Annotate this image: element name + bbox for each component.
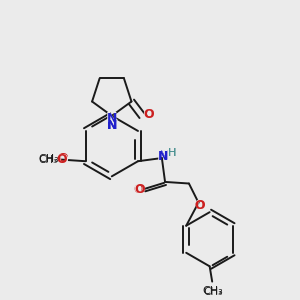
Text: H: H xyxy=(168,148,176,158)
Text: N: N xyxy=(158,149,169,162)
Text: O: O xyxy=(194,198,206,212)
Text: H: H xyxy=(168,148,176,158)
Text: N: N xyxy=(106,119,117,132)
Text: N: N xyxy=(157,149,169,163)
Text: O: O xyxy=(143,108,154,121)
Text: O: O xyxy=(194,199,205,212)
Text: CH₃: CH₃ xyxy=(202,286,223,296)
Text: N: N xyxy=(106,111,118,125)
Text: O: O xyxy=(57,152,68,166)
Text: O: O xyxy=(133,183,144,196)
Text: CH₃: CH₃ xyxy=(39,154,59,164)
Text: O: O xyxy=(133,182,145,196)
Text: O: O xyxy=(56,153,68,166)
Text: O: O xyxy=(142,108,154,122)
Text: O: O xyxy=(195,199,206,212)
Text: O: O xyxy=(144,108,154,121)
Text: CH₃: CH₃ xyxy=(39,154,58,165)
Text: N: N xyxy=(106,119,117,132)
Text: N: N xyxy=(158,150,168,163)
Text: O: O xyxy=(56,153,67,166)
Text: CH₃: CH₃ xyxy=(203,287,223,297)
Text: N: N xyxy=(106,112,117,125)
Text: N: N xyxy=(105,119,118,134)
Text: O: O xyxy=(134,183,145,196)
